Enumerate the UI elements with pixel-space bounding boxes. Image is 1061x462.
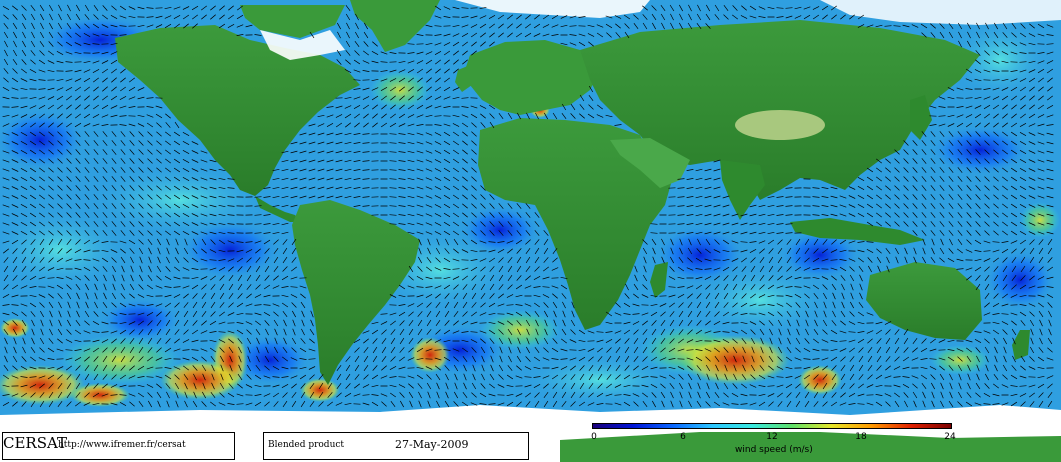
arctic-islands — [240, 5, 345, 38]
wind-speed-patch — [0, 318, 30, 338]
arctic-ice — [260, 30, 345, 60]
arabia — [610, 138, 690, 188]
wind-speed-patch — [230, 335, 310, 385]
wind-speed-patch — [1020, 202, 1060, 238]
india — [720, 160, 765, 220]
colorbar-tick-6: 6 — [680, 432, 686, 442]
cersat-logo: CERSAT — [3, 434, 68, 452]
wind-speed-patch — [90, 165, 270, 235]
wind-speed-patch — [300, 378, 340, 402]
greenland — [350, 0, 440, 52]
siberia-ice — [820, 0, 1061, 25]
australia — [866, 262, 982, 340]
uk — [455, 65, 472, 92]
europe — [465, 40, 600, 115]
south-america — [292, 200, 420, 385]
wind-speed-patch — [690, 265, 830, 335]
wind-speed-patch — [930, 345, 990, 375]
wind-speed-patch — [950, 20, 1050, 100]
wind-speed-patch — [798, 365, 842, 395]
source-url[interactable]: http://www.ifremer.fr/cersat — [58, 440, 186, 450]
wind-speed-patch — [70, 383, 130, 407]
colorbar-tick-18: 18 — [855, 432, 867, 442]
product-label: Blended product — [268, 440, 345, 450]
wind-speed-patch — [0, 365, 85, 405]
tibet-plateau — [735, 110, 825, 140]
wind-speed-patch — [655, 225, 745, 285]
wind-speed-patch — [160, 360, 240, 400]
date-label: 27-May-2009 — [395, 438, 469, 451]
wind-vectors — [2, 4, 1054, 408]
wind-arrows — [2, 4, 1054, 408]
wind-speed-patch — [60, 335, 180, 385]
colorbar-title: wind speed (m/s) — [735, 445, 813, 455]
wind-speed-patch — [410, 337, 450, 373]
indonesia — [790, 218, 925, 245]
antarctica-green — [560, 432, 1061, 462]
madagascar — [650, 262, 668, 298]
new-zealand — [1012, 330, 1030, 360]
colorbar-tick-12: 12 — [766, 432, 778, 442]
svalbard-ice — [455, 0, 650, 18]
source-box — [2, 432, 235, 460]
wind-speed-patch — [985, 250, 1055, 310]
wind-speed-patch — [0, 110, 85, 170]
colorbar-tick-24: 24 — [944, 432, 956, 442]
wind-speed-patch — [930, 125, 1030, 175]
north-america — [115, 25, 360, 196]
wind-speed-patch — [370, 70, 430, 110]
product-box — [263, 432, 529, 460]
colorbar-tick-0: 0 — [591, 432, 597, 442]
central-america — [255, 196, 300, 222]
colorbar — [592, 423, 952, 429]
wind-speed-patch — [520, 355, 680, 405]
africa — [478, 118, 672, 330]
wind-speed-patch — [680, 335, 790, 385]
wind-speed-patch — [180, 220, 280, 280]
japan — [910, 95, 932, 140]
